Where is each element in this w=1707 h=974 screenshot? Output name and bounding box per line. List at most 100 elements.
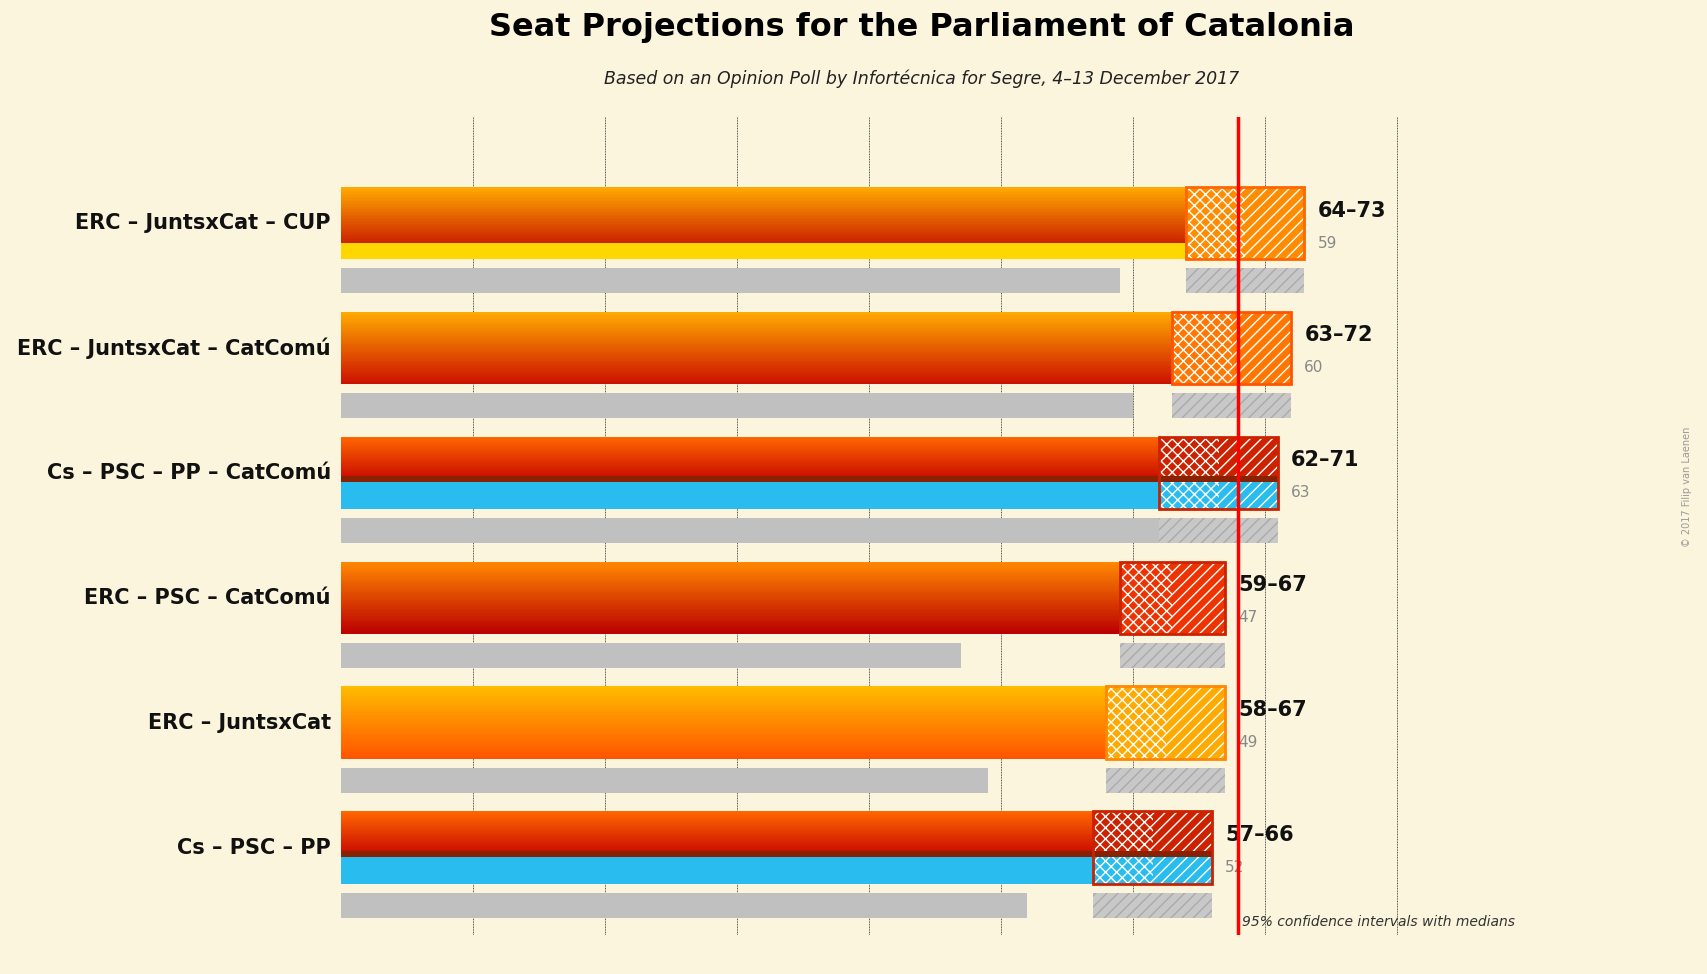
Bar (341, 337, 1290, 339)
Bar (341, 375, 1290, 377)
Bar (341, 459, 1279, 461)
Bar (341, 320, 1290, 322)
Bar (341, 721, 1226, 723)
Bar (1244, 187, 1304, 259)
Bar (341, 733, 1226, 735)
Bar (341, 632, 1226, 634)
Bar (341, 744, 1226, 746)
Bar (341, 443, 1279, 444)
Text: 57–66: 57–66 (1226, 825, 1294, 845)
Bar (341, 457, 1279, 458)
Bar (341, 324, 1290, 326)
Bar (341, 706, 1226, 708)
Bar (341, 444, 1279, 446)
Bar (341, 628, 1226, 630)
Bar (341, 590, 1226, 592)
Text: 63–72: 63–72 (1304, 325, 1372, 346)
Bar (341, 229, 1304, 231)
Bar (1120, 562, 1226, 634)
Bar (341, 826, 1212, 827)
Bar (341, 833, 1212, 834)
Bar (1159, 436, 1219, 476)
Bar (341, 850, 1212, 851)
Bar (341, 693, 1226, 695)
Bar (341, 439, 1279, 440)
Bar (341, 717, 1226, 719)
Bar (341, 239, 1304, 241)
Bar (341, 611, 1226, 613)
Text: © 2017 Filip van Laenen: © 2017 Filip van Laenen (1681, 427, 1692, 547)
Bar (341, 473, 1279, 475)
Bar (1092, 857, 1152, 883)
Bar (341, 379, 1290, 381)
Bar (341, 242, 1304, 244)
Bar (341, 714, 1226, 716)
Bar (341, 596, 1226, 598)
Bar (341, 241, 1304, 242)
Bar (1186, 187, 1244, 259)
Text: ERC – PSC – CatComú: ERC – PSC – CatComú (84, 587, 331, 608)
Bar (341, 812, 1212, 814)
Bar (341, 468, 1279, 469)
Bar (341, 237, 1304, 238)
Text: 62–71: 62–71 (1290, 450, 1359, 470)
Bar (341, 569, 1226, 571)
Bar (341, 823, 1212, 825)
Bar (341, 187, 1304, 188)
Bar (1106, 687, 1226, 759)
Bar (341, 356, 1290, 357)
Bar (341, 373, 1290, 375)
Bar (341, 316, 1290, 318)
Bar (341, 830, 1212, 831)
Bar (341, 752, 1226, 754)
Bar (341, 453, 1279, 454)
Bar (341, 212, 1304, 213)
Bar (341, 625, 1226, 626)
Bar (341, 455, 1279, 457)
Bar (341, 565, 1226, 567)
Bar (341, 598, 1226, 600)
Bar (1159, 436, 1279, 509)
Bar (341, 755, 1226, 757)
Bar (341, 573, 1226, 575)
Bar (341, 442, 1279, 443)
Bar (341, 603, 1226, 605)
Bar (1186, 187, 1304, 259)
Bar (341, 354, 1290, 356)
Bar (341, 465, 1279, 466)
Bar (341, 231, 1304, 232)
Bar (341, 816, 1212, 818)
Bar (341, 834, 1212, 836)
Text: 95% confidence intervals with medians: 95% confidence intervals with medians (1243, 915, 1516, 929)
Bar (341, 697, 1226, 699)
Bar (341, 221, 1304, 222)
Bar (341, 857, 1212, 883)
Bar (341, 725, 1226, 727)
Bar (341, 822, 1212, 823)
Bar (341, 268, 1120, 293)
Bar (1219, 482, 1279, 509)
Text: 52: 52 (1226, 860, 1244, 875)
Text: 59–67: 59–67 (1238, 576, 1308, 595)
Bar (341, 190, 1304, 191)
Bar (341, 328, 1290, 330)
Bar (341, 238, 1304, 239)
Bar (341, 841, 1212, 842)
Bar (341, 209, 1304, 210)
Text: ERC – JuntsxCat – CatComú: ERC – JuntsxCat – CatComú (17, 337, 331, 358)
Bar (341, 218, 1304, 219)
Bar (1092, 892, 1212, 918)
Bar (341, 438, 1279, 439)
Bar (341, 750, 1226, 752)
Text: 63: 63 (1290, 485, 1311, 501)
Bar (341, 330, 1290, 332)
Bar (341, 226, 1304, 228)
Bar (341, 609, 1226, 611)
Bar (341, 847, 1212, 848)
Bar (341, 601, 1226, 603)
Bar (341, 471, 1279, 472)
Text: ERC – JuntsxCat: ERC – JuntsxCat (149, 713, 331, 732)
Bar (341, 235, 1304, 237)
Bar (341, 201, 1304, 203)
Bar (341, 687, 1226, 689)
